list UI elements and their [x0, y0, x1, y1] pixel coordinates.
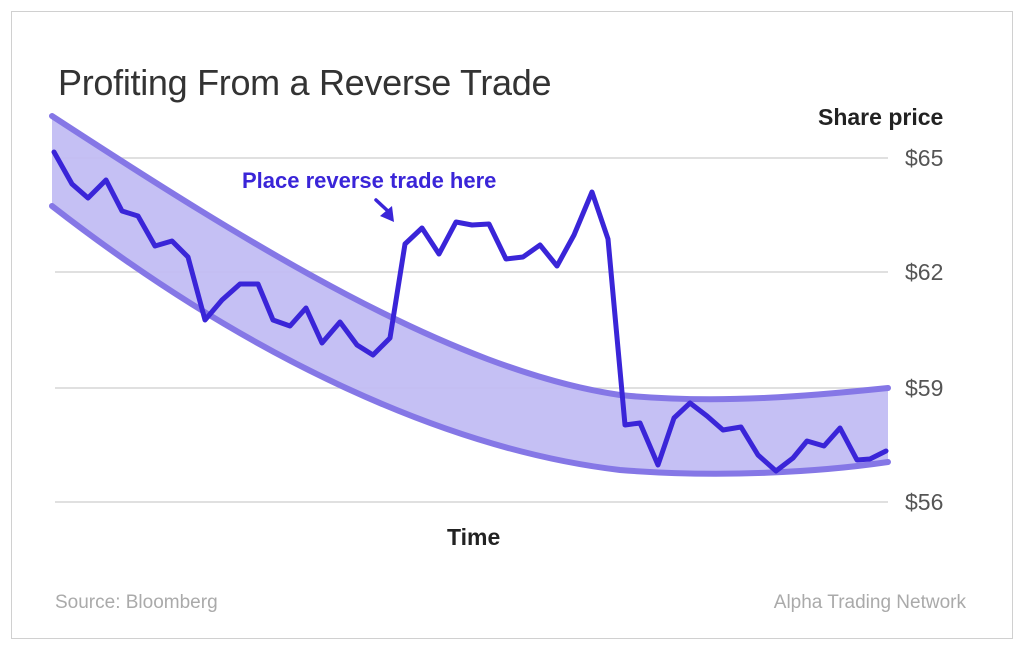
- x-axis-label: Time: [447, 524, 501, 550]
- y-tick-65: $65: [905, 145, 944, 171]
- annotation-label: Place reverse trade here: [242, 168, 497, 193]
- y-tick-59: $59: [905, 375, 944, 401]
- chart-frame: [11, 11, 1013, 639]
- brand-credit: Alpha Trading Network: [773, 592, 966, 613]
- y-axis-label: Share price: [818, 104, 944, 130]
- y-tick-62: $62: [905, 259, 944, 285]
- channel-upper-line: [49, 113, 891, 403]
- channel-band: [52, 116, 888, 474]
- source-credit: Source: Bloomberg: [55, 592, 218, 613]
- y-tick-56: $56: [905, 489, 944, 515]
- chart-title: Profiting From a Reverse Trade: [58, 62, 552, 103]
- price-line: [51, 149, 889, 474]
- annotation-arrow-icon: [374, 198, 394, 222]
